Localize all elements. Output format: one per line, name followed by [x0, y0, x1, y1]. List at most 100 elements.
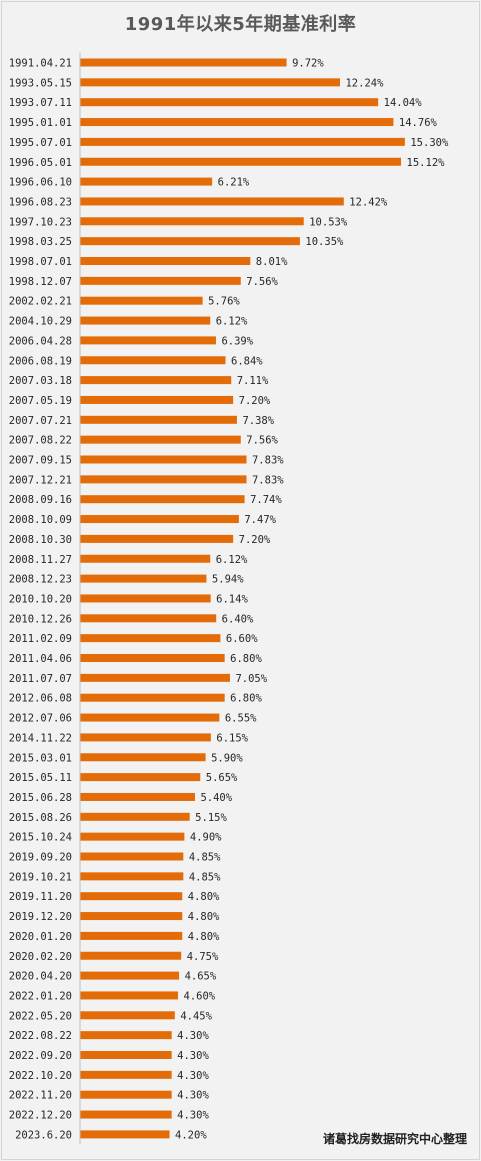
- category-tick-label: 1998.07.01: [9, 256, 72, 268]
- bar: [80, 1070, 172, 1079]
- data-label: 4.90%: [190, 832, 222, 844]
- category-tick-label: 2022.05.20: [9, 1010, 72, 1022]
- category-tick-label: 1995.01.01: [9, 117, 72, 129]
- category-tick-label: 2006.08.19: [9, 355, 72, 367]
- category-tick-label: 2008.09.16: [9, 494, 72, 506]
- data-label: 7.47%: [244, 514, 276, 526]
- category-tick-label: 2020.02.20: [9, 951, 72, 963]
- data-label: 4.30%: [177, 1110, 209, 1122]
- bar: [80, 614, 217, 623]
- data-label: 5.90%: [211, 752, 243, 764]
- bar: [80, 336, 216, 345]
- category-tick-label: 1998.12.07: [9, 276, 72, 288]
- bar: [80, 554, 211, 563]
- bar: [80, 495, 245, 504]
- data-label: 7.11%: [237, 375, 269, 387]
- bar: [80, 376, 232, 385]
- bar: [80, 673, 230, 682]
- bar: [80, 951, 182, 960]
- data-label: 4.80%: [188, 891, 220, 903]
- bar: [80, 991, 179, 1000]
- data-label: 7.20%: [239, 534, 271, 546]
- data-label: 6.80%: [230, 653, 262, 665]
- data-label: 4.75%: [187, 951, 219, 963]
- category-tick-label: 2007.03.18: [9, 375, 72, 387]
- category-tick-label: 2002.02.21: [9, 296, 72, 308]
- category-tick-label: 2007.08.22: [9, 435, 72, 447]
- data-label: 4.30%: [177, 1090, 209, 1102]
- bar: [80, 654, 225, 662]
- category-tick-label: 2014.11.22: [9, 732, 72, 744]
- bar: [80, 534, 234, 543]
- data-label: 9.72%: [292, 58, 324, 70]
- data-label: 4.30%: [177, 1050, 209, 1062]
- category-tick-label: 2022.12.20: [9, 1110, 72, 1122]
- bar: [80, 237, 300, 246]
- bar: [80, 415, 237, 424]
- data-label: 5.65%: [206, 772, 238, 784]
- bar: [80, 197, 344, 206]
- bar: [80, 971, 180, 980]
- category-tick-label: 2019.10.21: [9, 871, 72, 883]
- category-tick-label: 2022.01.20: [9, 990, 72, 1002]
- data-label: 12.42%: [349, 196, 388, 208]
- category-tick-label: 1996.05.01: [9, 157, 72, 169]
- bar: [80, 455, 247, 464]
- category-tick-label: 2004.10.29: [9, 316, 72, 328]
- data-label: 4.60%: [184, 990, 216, 1002]
- bar: [80, 257, 251, 265]
- data-label: 7.38%: [242, 415, 274, 427]
- bar: [80, 812, 190, 821]
- watermark-text: 诸葛找房数据研究中心整理: [322, 1132, 467, 1146]
- data-label: 4.80%: [188, 911, 220, 923]
- bar: [80, 435, 241, 444]
- bar: [80, 872, 184, 881]
- category-tick-label: 1997.10.23: [9, 216, 72, 228]
- category-tick-label: 2019.11.20: [9, 891, 72, 903]
- bar: [80, 931, 183, 940]
- data-label: 7.74%: [250, 494, 282, 506]
- data-label: 6.40%: [222, 613, 254, 625]
- category-tick-label: 2010.12.26: [9, 613, 72, 625]
- category-tick-label: 2008.11.27: [9, 554, 72, 566]
- data-label: 7.56%: [246, 276, 278, 288]
- bar: [80, 1110, 172, 1119]
- data-label: 8.01%: [256, 256, 288, 268]
- bar: [80, 852, 184, 861]
- data-label: 4.65%: [185, 971, 217, 983]
- category-tick-label: 2015.10.24: [9, 832, 72, 844]
- data-label: 10.53%: [309, 216, 348, 228]
- data-label: 6.15%: [216, 732, 248, 744]
- bar: [80, 634, 221, 643]
- data-label: 14.04%: [384, 97, 423, 109]
- data-label: 6.12%: [216, 316, 248, 328]
- bar: [80, 98, 379, 107]
- data-label: 5.94%: [212, 574, 244, 586]
- bar: [80, 58, 287, 67]
- bar: [80, 1051, 172, 1059]
- data-label: 4.45%: [180, 1010, 212, 1022]
- data-label: 4.30%: [177, 1030, 209, 1042]
- bar: [80, 515, 239, 524]
- bar: [80, 1011, 175, 1020]
- bar: [80, 296, 203, 305]
- bar: [80, 1130, 170, 1139]
- category-tick-label: 1991.04.21: [9, 58, 72, 70]
- category-tick-label: 2020.01.20: [9, 931, 72, 943]
- bar: [80, 832, 185, 841]
- bar: [80, 217, 304, 226]
- data-label: 4.85%: [189, 871, 221, 883]
- category-tick-label: 2007.05.19: [9, 395, 72, 407]
- data-label: 4.30%: [177, 1070, 209, 1082]
- data-label: 7.83%: [252, 455, 284, 467]
- bar: [80, 475, 247, 484]
- category-tick-label: 1993.05.15: [9, 77, 72, 89]
- category-tick-label: 1996.08.23: [9, 196, 72, 208]
- category-tick-label: 2015.06.28: [9, 792, 72, 804]
- category-tick-label: 2012.07.06: [9, 713, 72, 725]
- data-label: 7.83%: [252, 474, 284, 486]
- data-label: 5.76%: [208, 296, 240, 308]
- bar: [80, 177, 213, 186]
- category-tick-label: 2010.10.20: [9, 593, 72, 605]
